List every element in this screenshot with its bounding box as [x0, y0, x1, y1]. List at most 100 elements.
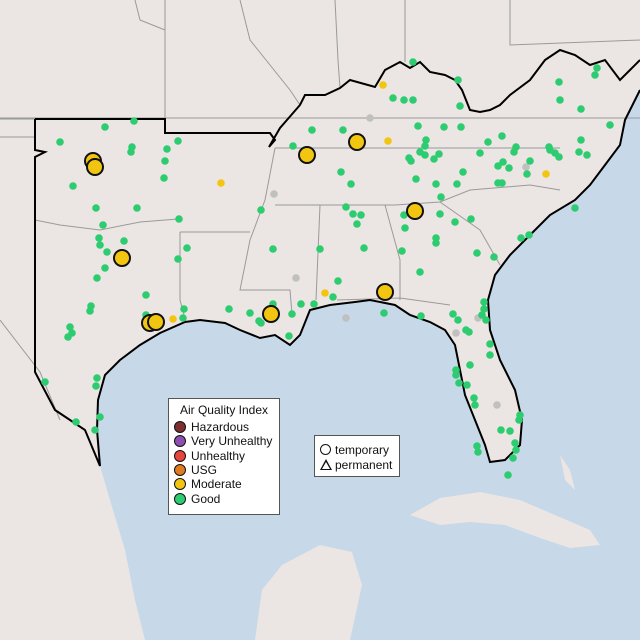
monitor-good[interactable] [470, 394, 478, 402]
monitor-good[interactable] [349, 210, 357, 218]
monitor-good[interactable] [474, 448, 482, 456]
monitor-no-data[interactable] [366, 114, 374, 122]
monitor-good[interactable] [389, 94, 397, 102]
monitor-good[interactable] [342, 203, 350, 211]
monitor-moderate-temporary[interactable] [86, 158, 104, 176]
monitor-good[interactable] [555, 78, 563, 86]
monitor-good[interactable] [269, 245, 277, 253]
monitor-good[interactable] [409, 58, 417, 66]
monitor-good[interactable] [360, 244, 368, 252]
monitor-good[interactable] [577, 136, 585, 144]
monitor-moderate-temporary[interactable] [348, 133, 366, 151]
monitor-good[interactable] [257, 206, 265, 214]
monitor-good[interactable] [482, 316, 490, 324]
monitor-good[interactable] [412, 175, 420, 183]
monitor-good[interactable] [490, 253, 498, 261]
monitor-good[interactable] [480, 298, 488, 306]
monitor-good[interactable] [142, 291, 150, 299]
monitor-good[interactable] [498, 179, 506, 187]
monitor-moderate[interactable] [321, 289, 329, 297]
monitor-moderate-temporary[interactable] [113, 249, 131, 267]
monitor-good[interactable] [504, 471, 512, 479]
monitor-good[interactable] [473, 249, 481, 257]
monitor-good[interactable] [339, 126, 347, 134]
monitor-good[interactable] [297, 300, 305, 308]
monitor-good[interactable] [316, 245, 324, 253]
monitor-good[interactable] [437, 193, 445, 201]
monitor-good[interactable] [571, 204, 579, 212]
monitor-good[interactable] [64, 333, 72, 341]
monitor-good[interactable] [606, 121, 614, 129]
monitor-good[interactable] [285, 332, 293, 340]
monitor-good[interactable] [96, 241, 104, 249]
monitor-good[interactable] [92, 382, 100, 390]
monitor-good[interactable] [127, 148, 135, 156]
monitor-good[interactable] [459, 168, 467, 176]
monitor-moderate-temporary[interactable] [147, 313, 165, 331]
monitor-good[interactable] [480, 305, 488, 313]
monitor-good[interactable] [103, 248, 111, 256]
monitor-good[interactable] [380, 309, 388, 317]
monitor-no-data[interactable] [522, 163, 530, 171]
monitor-good[interactable] [422, 136, 430, 144]
monitor-moderate[interactable] [542, 170, 550, 178]
monitor-good[interactable] [163, 145, 171, 153]
monitor-good[interactable] [512, 446, 520, 454]
monitor-good[interactable] [93, 274, 101, 282]
monitor-good[interactable] [183, 244, 191, 252]
monitor-good[interactable] [455, 379, 463, 387]
monitor-good[interactable] [174, 255, 182, 263]
monitor-good[interactable] [436, 210, 444, 218]
monitor-moderate-temporary[interactable] [406, 202, 424, 220]
monitor-good[interactable] [577, 105, 585, 113]
monitor-good[interactable] [583, 151, 591, 159]
monitor-good[interactable] [454, 316, 462, 324]
monitor-good[interactable] [435, 150, 443, 158]
monitor-moderate[interactable] [217, 179, 225, 187]
monitor-good[interactable] [440, 123, 448, 131]
monitor-good[interactable] [432, 180, 440, 188]
monitor-good[interactable] [101, 123, 109, 131]
monitor-good[interactable] [556, 96, 564, 104]
monitor-good[interactable] [180, 305, 188, 313]
monitor-good[interactable] [86, 307, 94, 315]
monitor-good[interactable] [512, 143, 520, 151]
monitor-good[interactable] [421, 142, 429, 150]
monitor-good[interactable] [130, 117, 138, 125]
monitor-good[interactable] [174, 137, 182, 145]
monitor-moderate-temporary[interactable] [262, 305, 280, 323]
monitor-good[interactable] [593, 64, 601, 72]
monitor-good[interactable] [591, 71, 599, 79]
monitor-good[interactable] [473, 442, 481, 450]
monitor-good[interactable] [95, 234, 103, 242]
monitor-good[interactable] [453, 180, 461, 188]
monitor-good[interactable] [498, 132, 506, 140]
monitor-good[interactable] [347, 180, 355, 188]
monitor-good[interactable] [509, 454, 517, 462]
monitor-good[interactable] [225, 305, 233, 313]
monitor-good[interactable] [288, 310, 296, 318]
monitor-moderate[interactable] [379, 81, 387, 89]
monitor-moderate-temporary[interactable] [376, 283, 394, 301]
monitor-good[interactable] [515, 416, 523, 424]
monitor-good[interactable] [400, 96, 408, 104]
monitor-moderate[interactable] [169, 315, 177, 323]
monitor-good[interactable] [133, 204, 141, 212]
monitor-no-data[interactable] [342, 314, 350, 322]
monitor-good[interactable] [456, 102, 464, 110]
monitor-good[interactable] [417, 312, 425, 320]
monitor-good[interactable] [337, 168, 345, 176]
monitor-good[interactable] [467, 215, 475, 223]
monitor-good[interactable] [462, 326, 470, 334]
monitor-good[interactable] [405, 154, 413, 162]
monitor-no-data[interactable] [452, 329, 460, 337]
monitor-good[interactable] [96, 413, 104, 421]
monitor-good[interactable] [432, 239, 440, 247]
monitor-good[interactable] [414, 122, 422, 130]
monitor-good[interactable] [401, 224, 409, 232]
monitor-good[interactable] [484, 138, 492, 146]
monitor-good[interactable] [526, 157, 534, 165]
monitor-good[interactable] [575, 148, 583, 156]
monitor-good[interactable] [506, 427, 514, 435]
monitor-good[interactable] [310, 300, 318, 308]
